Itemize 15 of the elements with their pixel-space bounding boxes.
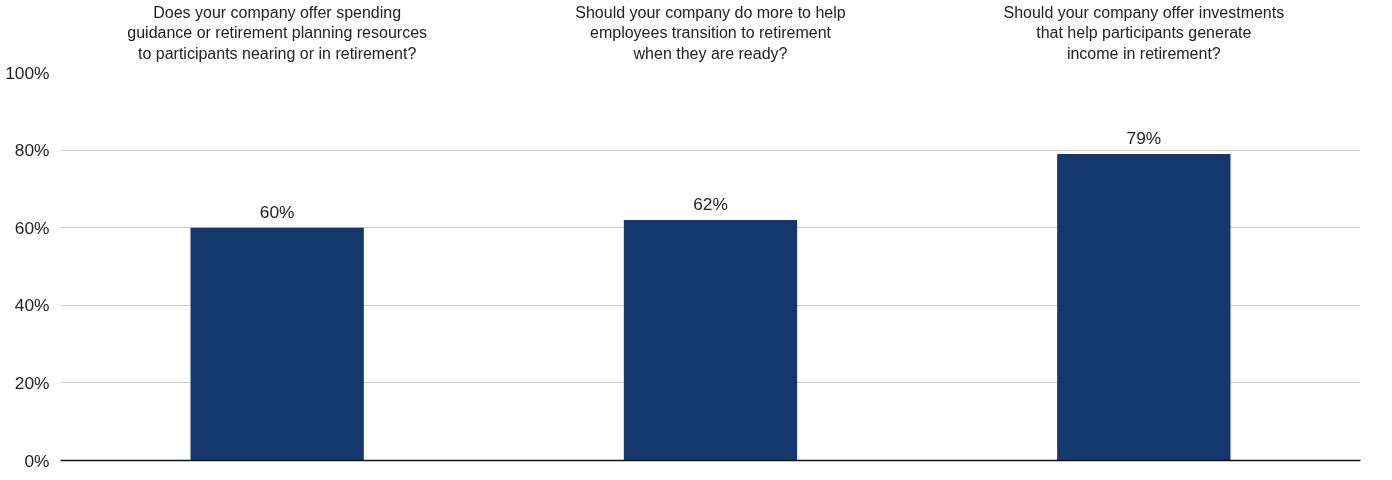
y-tick-label: 80%	[14, 140, 50, 161]
x-tick-label: Does your company offer spending guidance or retirement planning resources to participants nearing or in retirement?	[127, 3, 428, 62]
y-tick-label: 0%	[24, 450, 50, 471]
y-tick-label: 100%	[5, 62, 50, 83]
x-tick-label: Should your company do more to help employees transition to retirement when they are ready?	[575, 3, 846, 62]
y-tick-label: 40%	[14, 295, 50, 316]
data-label: 60%	[259, 201, 295, 222]
data-label: 79%	[1126, 127, 1162, 148]
bar	[623, 219, 798, 461]
y-tick-label: 60%	[14, 217, 50, 238]
x-tick-label: Should your company offer investments that help participants generate income in retirement?	[1003, 3, 1285, 62]
bar	[1057, 153, 1231, 461]
data-label: 62%	[693, 193, 728, 214]
bar	[190, 227, 364, 461]
y-tick-label: 20%	[14, 372, 50, 393]
